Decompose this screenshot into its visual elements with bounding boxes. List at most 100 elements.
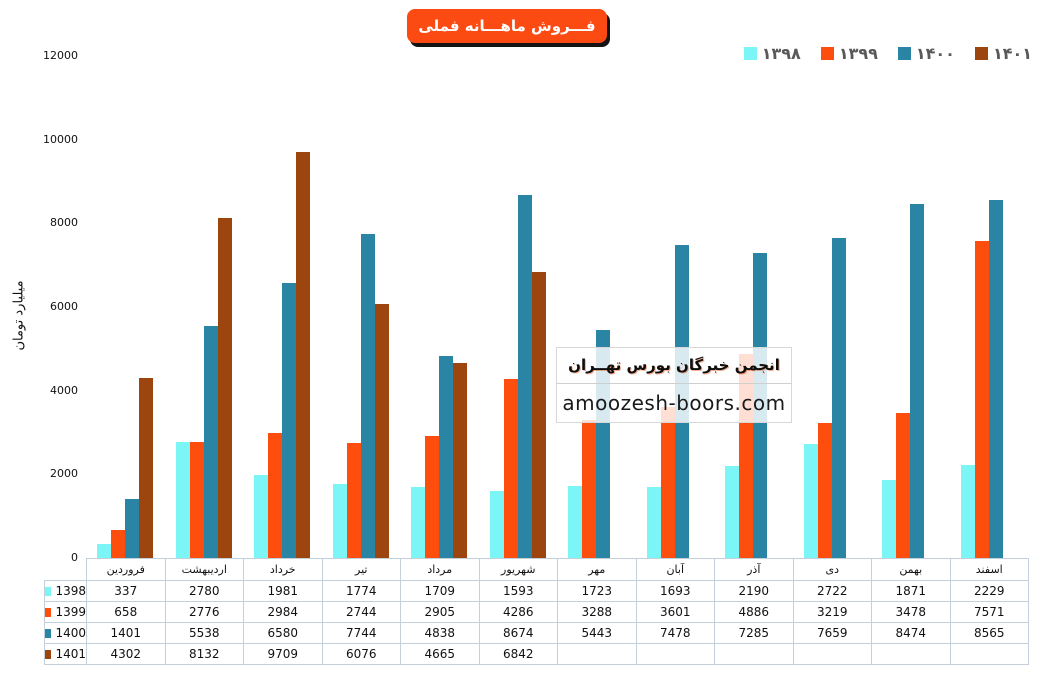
row-swatch-1399: [45, 607, 52, 617]
month-header: اردیبهشت: [164, 558, 244, 581]
row-label-1399: 1399: [44, 601, 87, 623]
bar-1400-اسفند: [988, 199, 1003, 558]
legend-label-1399: ۱۳۹۹: [838, 44, 878, 63]
row-label-1400: 1400: [44, 622, 87, 644]
legend-swatch-1399: [820, 47, 834, 60]
bar-1400-دی: [831, 237, 846, 558]
month-header: بهمن: [871, 558, 951, 581]
table-value-cell: 4665: [400, 643, 480, 665]
table-value-cell: 1593: [478, 580, 558, 602]
table-value-cell: 1709: [400, 580, 480, 602]
table-value-cell: 7744: [321, 622, 401, 644]
table-value-cell: 3478: [871, 601, 951, 623]
y-tick-12000: 12000: [43, 49, 78, 62]
legend-swatch-1400: [897, 47, 911, 60]
chart-legend: ۱۳۹۸ ۱۳۹۹ ۱۴۰۰ ۱۴۰۱: [743, 44, 1032, 63]
table-value-cell: 658: [86, 601, 166, 623]
table-value-cell: 2905: [400, 601, 480, 623]
bar-1399-شهریور: [503, 378, 518, 558]
row-swatch-1398: [45, 586, 52, 596]
table-value-cell: 5538: [164, 622, 244, 644]
legend-item-1399: ۱۳۹۹: [820, 44, 878, 63]
month-header: خرداد: [243, 558, 323, 581]
table-value-cell: 1981: [243, 580, 323, 602]
table-value-cell: 2984: [243, 601, 323, 623]
table-value-cell: 2776: [164, 601, 244, 623]
bar-1398-اسفند: [960, 464, 975, 558]
bar-1398-مرداد: [411, 486, 426, 558]
table-value-cell: 3288: [557, 601, 637, 623]
table-value-cell: [714, 643, 794, 665]
row-year-label: 1399: [55, 605, 86, 619]
bar-1399-فروردین: [111, 530, 126, 558]
data-table: فروردین اردیبهشت خرداد تیر مرداد شهریور مهر آبا…: [44, 558, 1029, 665]
table-row-1400: 1400 1401 5538 6580 7744 4838 8674 5443 7478 7285…: [44, 622, 1029, 644]
bar-1399-آبان: [660, 407, 675, 558]
month-header: مهر: [557, 558, 637, 581]
chart-title: فـــروش ماهـــانه فملی: [418, 17, 596, 35]
table-value-cell: 2780: [164, 580, 244, 602]
month-header: تیر: [321, 558, 401, 581]
legend-swatch-1401: [974, 47, 988, 60]
bar-1399-اسفند: [974, 241, 989, 558]
table-value-cell: 4838: [400, 622, 480, 644]
row-swatch-1400: [45, 628, 52, 638]
month-header: اسفند: [949, 558, 1029, 581]
legend-swatch-1398: [743, 47, 757, 60]
bar-1401-فروردین: [139, 378, 154, 558]
table-row-1401: 1401 4302 8132 9709 6076 4665 6842: [44, 643, 1029, 665]
legend-label-1401: ۱۴۰۱: [992, 44, 1032, 63]
legend-label-1398: ۱۳۹۸: [761, 44, 801, 63]
bar-1399-دی: [817, 423, 832, 558]
bar-1398-فروردین: [97, 543, 112, 558]
bar-1398-آبان: [646, 487, 661, 558]
table-corner-cell: [45, 559, 87, 581]
table-value-cell: [871, 643, 951, 665]
table-row-1398: 1398 337 2780 1981 1774 1709 1593 1723 1693 2190 2…: [44, 580, 1029, 602]
bar-1398-خرداد: [254, 475, 269, 558]
table-value-cell: 6076: [321, 643, 401, 665]
table-value-cell: 2190: [714, 580, 794, 602]
bar-1398-اردیبهشت: [175, 441, 190, 558]
legend-label-1400: ۱۴۰۰: [915, 44, 955, 63]
bar-1398-شهریور: [489, 491, 504, 558]
bar-1398-بهمن: [882, 479, 897, 558]
bar-1400-بهمن: [910, 203, 925, 558]
table-value-cell: 7571: [949, 601, 1029, 623]
table-row-1399: 1399 658 2776 2984 2744 2905 4286 3288 3601 4886 3…: [44, 601, 1029, 623]
table-value-cell: 4286: [478, 601, 558, 623]
bar-1399-مهر: [582, 420, 597, 558]
y-tick-2000: 2000: [50, 467, 78, 481]
y-tick-0: 0: [71, 551, 78, 564]
legend-item-1400: ۱۴۰۰: [897, 44, 955, 63]
bar-1399-بهمن: [896, 412, 911, 558]
table-value-cell: 8132: [164, 643, 244, 665]
bar-1398-مهر: [568, 485, 583, 558]
table-value-cell: 3601: [635, 601, 715, 623]
table-value-cell: 6842: [478, 643, 558, 665]
table-value-cell: 2744: [321, 601, 401, 623]
watermark-box: انجمن خبرگان بورس تهــران amoozesh-boors…: [556, 347, 792, 423]
month-header: شهریور: [478, 558, 558, 581]
table-value-cell: 337: [86, 580, 166, 602]
table-value-cell: 7659: [792, 622, 872, 644]
bar-1400-تیر: [360, 234, 375, 558]
bar-1399-اردیبهشت: [189, 441, 204, 558]
chart-title-banner: فـــروش ماهـــانه فملی: [407, 9, 607, 43]
table-value-cell: 4302: [86, 643, 166, 665]
month-header: آذر: [714, 558, 794, 581]
row-year-label: 1400: [55, 626, 86, 640]
bar-1400-شهریور: [517, 195, 532, 558]
month-header: مرداد: [400, 558, 480, 581]
table-value-cell: 1723: [557, 580, 637, 602]
bar-1398-دی: [803, 444, 818, 558]
bar-1398-آذر: [725, 466, 740, 558]
table-value-cell: 7285: [714, 622, 794, 644]
y-axis-title: میلیارد تومان: [11, 280, 27, 351]
table-value-cell: 7478: [635, 622, 715, 644]
bar-1401-تیر: [374, 303, 389, 558]
y-tick-6000: 6000: [50, 300, 78, 313]
watermark-url: amoozesh-boors.com: [562, 390, 786, 415]
table-value-cell: [949, 643, 1029, 665]
